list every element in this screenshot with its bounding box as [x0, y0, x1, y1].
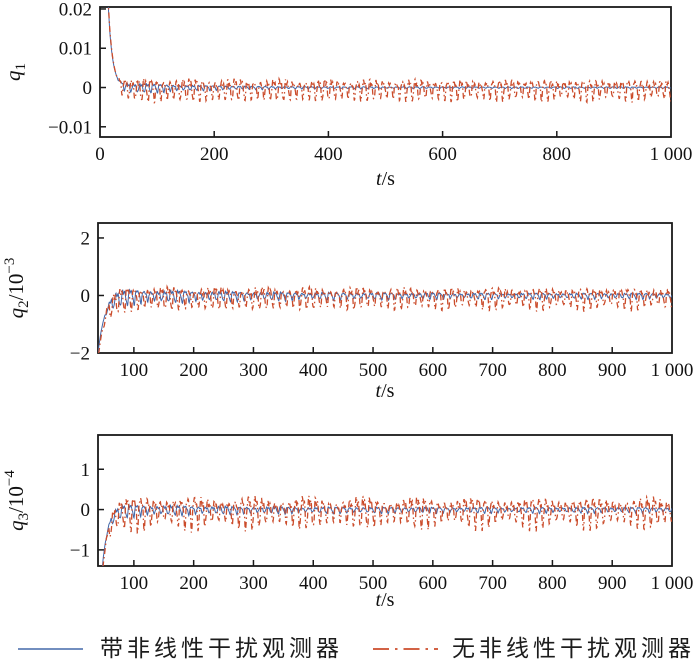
y-tick-label: 1 — [81, 460, 91, 481]
series-with-observer-q1 — [107, 7, 671, 94]
y-tick-label: 0 — [81, 500, 91, 521]
y-axis-title-q2: q2/10−3 — [2, 258, 32, 319]
y-tick-label: −1 — [70, 540, 90, 561]
x-axis-title-q1: t/s — [376, 168, 395, 190]
subplot-q2-chart: 100 200 300 400 500 600 700 800 900 1 000 2 0 −2 t/s q… — [2, 222, 694, 402]
y-tick-label: −2 — [70, 344, 90, 365]
y-tick-label: 0.01 — [59, 39, 92, 60]
x-tick-label: 100 — [120, 573, 149, 594]
axes-frame-q1 — [99, 6, 672, 138]
solid-line-swatch-icon — [18, 647, 83, 650]
x-tick-label: 300 — [239, 360, 268, 381]
y-tick-label: 0 — [83, 78, 93, 99]
x-tick-label: 600 — [428, 144, 457, 165]
axes-frame-q2 — [97, 222, 673, 354]
legend-label-without-observer: 无非线性干扰观测器 — [452, 636, 695, 661]
x-tick-label: 0 — [95, 144, 105, 165]
x-tick-label: 1 000 — [650, 144, 693, 165]
y-tick-label: −0.01 — [48, 117, 92, 138]
dashdot-line-swatch-icon — [373, 647, 438, 650]
x-tick-label: 500 — [359, 573, 388, 594]
x-tick-label: 800 — [538, 573, 567, 594]
legend-item-with-observer: 带非线性干扰观测器 — [18, 637, 343, 660]
legend-item-without-observer: 无非线性干扰观测器 — [373, 637, 695, 660]
x-tick-label: 500 — [359, 360, 388, 381]
x-tick-label: 200 — [179, 573, 208, 594]
x-tick-label: 300 — [239, 573, 268, 594]
x-tick-label: 400 — [299, 360, 328, 381]
series-without-observer-q2 — [98, 284, 672, 353]
x-tick-label: 700 — [478, 360, 507, 381]
legend-label-with-observer: 带非线性干扰观测器 — [100, 636, 343, 661]
y-tick-label: 0.02 — [59, 0, 92, 20]
series-without-observer-q1 — [107, 7, 671, 105]
axes-frame-q3 — [97, 434, 673, 567]
x-tick-label: 800 — [543, 144, 572, 165]
series-without-observer-q3 — [102, 494, 672, 566]
x-axis-title-q3: t/s — [376, 589, 395, 611]
x-tick-label: 100 — [120, 360, 149, 381]
x-axis-title-q2: t/s — [376, 380, 395, 402]
y-tick-label: 2 — [81, 228, 91, 249]
x-tick-label: 400 — [299, 573, 328, 594]
y-axis-title-q3: q3/10−4 — [2, 470, 32, 531]
x-tick-label: 900 — [598, 573, 627, 594]
x-tick-label: 600 — [419, 360, 448, 381]
x-tick-label: 600 — [419, 573, 448, 594]
x-tick-label: 1 000 — [651, 573, 694, 594]
x-tick-label: 200 — [179, 360, 208, 381]
x-tick-label: 400 — [314, 144, 343, 165]
subplot-q3-chart: 100 200 300 400 500 600 700 800 900 1 000 1 0 −1 t/s q… — [2, 434, 694, 611]
x-tick-label: 900 — [598, 360, 627, 381]
x-tick-label: 1 000 — [651, 360, 694, 381]
x-tick-label: 200 — [200, 144, 229, 165]
x-tick-label: 700 — [478, 573, 507, 594]
y-axis-title-q1: q1 — [1, 63, 29, 81]
y-tick-label: 0 — [81, 286, 91, 307]
x-tick-label: 800 — [538, 360, 567, 381]
